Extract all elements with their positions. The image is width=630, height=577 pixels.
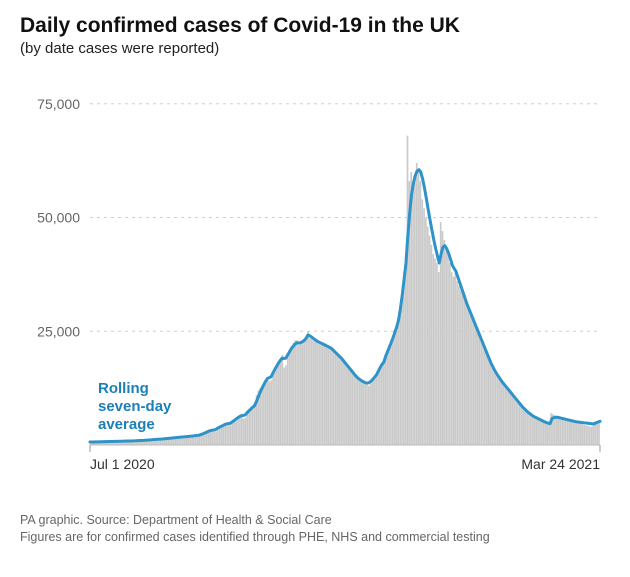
chart: 25,000 50,000 75,000 Jul 1 2020 Mar 24 2021 R… bbox=[20, 71, 610, 506]
chart-title: Daily confirmed cases of Covid-19 in the… bbox=[20, 14, 610, 38]
chart-footer: PA graphic. Source: Department of Health… bbox=[20, 512, 610, 546]
svg-text:Rolling: Rolling bbox=[98, 380, 149, 397]
svg-text:75,000: 75,000 bbox=[37, 96, 80, 112]
svg-text:Mar 24 2021: Mar 24 2021 bbox=[521, 456, 600, 472]
source-line-1: PA graphic. Source: Department of Health… bbox=[20, 512, 610, 529]
svg-text:50,000: 50,000 bbox=[37, 210, 80, 226]
chart-svg: 25,000 50,000 75,000 Jul 1 2020 Mar 24 2021 R… bbox=[20, 71, 610, 501]
svg-text:25,000: 25,000 bbox=[37, 323, 80, 339]
svg-text:Jul 1 2020: Jul 1 2020 bbox=[90, 456, 155, 472]
svg-text:average: average bbox=[98, 416, 155, 433]
chart-subtitle: (by date cases were reported) bbox=[20, 40, 610, 57]
source-line-2: Figures are for confirmed cases identifi… bbox=[20, 529, 610, 546]
svg-text:seven-day: seven-day bbox=[98, 398, 172, 415]
